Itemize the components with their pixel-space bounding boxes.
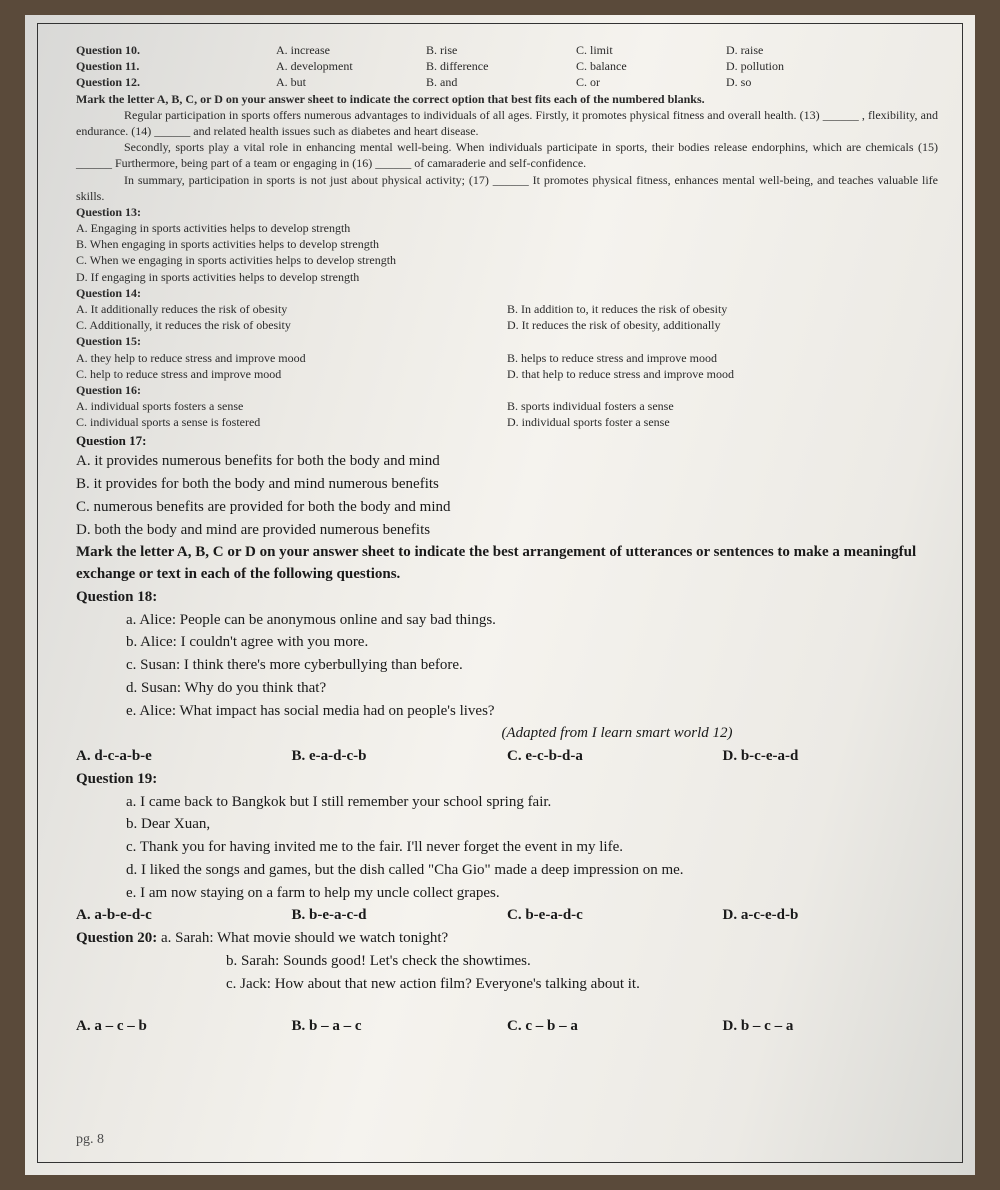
q19-item-a: a. I came back to Bangkok but I still re…	[126, 792, 938, 814]
question-10-row: Question 10. A. increase B. rise C. limi…	[76, 42, 938, 58]
q16-opt-b: B. sports individual fosters a sense	[507, 398, 932, 414]
q20-opt-a: A. a – c – b	[76, 1016, 147, 1038]
document-page: Question 10. A. increase B. rise C. limi…	[25, 15, 975, 1175]
q14-opt-d: D. It reduces the risk of obesity, addit…	[507, 317, 932, 333]
q10-opt-a: A. increase	[276, 42, 426, 58]
q18-item-c: c. Susan: I think there's more cyberbull…	[126, 655, 938, 677]
q20-item-c: c. Jack: How about that new action film?…	[226, 974, 938, 996]
q19-options: A. a-b-e-d-c B. b-e-a-c-d C. b-e-a-d-c D…	[76, 905, 938, 927]
q18-item-a: a. Alice: People can be anonymous online…	[126, 610, 938, 632]
q14-opts: A. It additionally reduces the risk of o…	[76, 301, 938, 333]
top-mcq-block: Question 10. A. increase B. rise C. limi…	[76, 42, 938, 431]
instruction-2: Mark the letter A, B, C or D on your ans…	[76, 542, 938, 586]
q18-opt-d: D. b-c-e-a-d	[723, 746, 799, 768]
q18-items: a. Alice: People can be anonymous online…	[76, 610, 938, 723]
q19-items: a. I came back to Bangkok but I still re…	[76, 792, 938, 905]
q15-opt-a: A. they help to reduce stress and improv…	[76, 350, 501, 366]
q20-options: A. a – c – b B. b – a – c C. c – b – a D…	[76, 1016, 938, 1038]
q18-item-e: e. Alice: What impact has social media h…	[126, 701, 938, 723]
q18-options: A. d-c-a-b-e B. e-a-d-c-b C. e-c-b-d-a D…	[76, 746, 938, 768]
q19-item-b: b. Dear Xuan,	[126, 814, 938, 836]
q19-item-c: c. Thank you for having invited me to th…	[126, 837, 938, 859]
q19-opt-d: D. a-c-e-d-b	[723, 905, 799, 927]
q13-opt-c: C. When we engaging in sports activities…	[76, 252, 938, 268]
q18-opt-c: C. e-c-b-d-a	[507, 746, 583, 768]
q16-opt-d: D. individual sports foster a sense	[507, 414, 932, 430]
q12-opt-a: A. but	[276, 74, 426, 90]
q19-opt-b: B. b-e-a-c-d	[292, 905, 367, 927]
instruction-1: Mark the letter A, B, C, or D on your an…	[76, 91, 938, 107]
q16-opt-a: A. individual sports fosters a sense	[76, 398, 501, 414]
q18-opt-a: A. d-c-a-b-e	[76, 746, 152, 768]
q20-items: b. Sarah: Sounds good! Let's check the s…	[76, 951, 938, 996]
q20-opt-c: C. c – b – a	[507, 1016, 578, 1038]
question-12-row: Question 12. A. but B. and C. or D. so	[76, 74, 938, 90]
q11-opt-a: A. development	[276, 58, 426, 74]
q19-item-e: e. I am now staying on a farm to help my…	[126, 883, 938, 905]
q17-block: Question 17: A. it provides numerous ben…	[76, 432, 938, 1039]
q17-opt-b: B. it provides for both the body and min…	[76, 474, 938, 496]
q19-opt-c: C. b-e-a-d-c	[507, 905, 583, 927]
q20-item-a: a. Sarah: What movie should we watch ton…	[161, 930, 448, 946]
q20-label: Question 20:	[76, 930, 157, 946]
q16-opt-c: C. individual sports a sense is fostered	[76, 414, 501, 430]
page-number: pg. 8	[76, 1132, 104, 1148]
q13-opt-b: B. When engaging in sports activities he…	[76, 236, 938, 252]
q11-label: Question 11.	[76, 58, 276, 74]
q12-opt-b: B. and	[426, 74, 576, 90]
q15-label: Question 15:	[76, 333, 938, 349]
passage-p2: Secondly, sports play a vital role in en…	[76, 139, 938, 171]
q12-opt-d: D. so	[726, 74, 876, 90]
passage-p1: Regular participation in sports offers n…	[76, 107, 938, 139]
passage-p3: In summary, participation in sports is n…	[76, 172, 938, 204]
q11-opt-c: C. balance	[576, 58, 726, 74]
q15-opt-b: B. helps to reduce stress and improve mo…	[507, 350, 932, 366]
question-11-row: Question 11. A. development B. differenc…	[76, 58, 938, 74]
q10-label: Question 10.	[76, 42, 276, 58]
passage-block: Regular participation in sports offers n…	[76, 107, 938, 204]
q20-line-a: Question 20: a. Sarah: What movie should…	[76, 928, 938, 950]
q18-label: Question 18:	[76, 587, 938, 609]
q10-opt-b: B. rise	[426, 42, 576, 58]
q20-item-b: b. Sarah: Sounds good! Let's check the s…	[226, 951, 938, 973]
q18-opt-b: B. e-a-d-c-b	[292, 746, 367, 768]
q15-opts: A. they help to reduce stress and improv…	[76, 350, 938, 382]
q16-label: Question 16:	[76, 382, 938, 398]
q19-opt-a: A. a-b-e-d-c	[76, 905, 152, 927]
q18-item-b: b. Alice: I couldn't agree with you more…	[126, 632, 938, 654]
q18-adapted: (Adapted from I learn smart world 12)	[76, 723, 938, 745]
q14-label: Question 14:	[76, 285, 938, 301]
q19-label: Question 19:	[76, 769, 938, 791]
q13-opt-a: A. Engaging in sports activities helps t…	[76, 220, 938, 236]
q10-opt-d: D. raise	[726, 42, 876, 58]
q14-opt-c: C. Additionally, it reduces the risk of …	[76, 317, 501, 333]
q15-opt-d: D. that help to reduce stress and improv…	[507, 366, 932, 382]
q11-opt-d: D. pollution	[726, 58, 876, 74]
q17-opt-a: A. it provides numerous benefits for bot…	[76, 451, 938, 473]
q14-opt-b: B. In addition to, it reduces the risk o…	[507, 301, 932, 317]
q16-opts: A. individual sports fosters a sense C. …	[76, 398, 938, 430]
q20-opt-d: D. b – c – a	[723, 1016, 794, 1038]
content-frame: Question 10. A. increase B. rise C. limi…	[37, 23, 963, 1163]
q19-item-d: d. I liked the songs and games, but the …	[126, 860, 938, 882]
q11-opt-b: B. difference	[426, 58, 576, 74]
q13-label: Question 13:	[76, 204, 938, 220]
q12-label: Question 12.	[76, 74, 276, 90]
q18-item-d: d. Susan: Why do you think that?	[126, 678, 938, 700]
q17-label: Question 17:	[76, 432, 938, 451]
q13-opt-d: D. If engaging in sports activities help…	[76, 269, 938, 285]
q14-opt-a: A. It additionally reduces the risk of o…	[76, 301, 501, 317]
q17-opt-d: D. both the body and mind are provided n…	[76, 520, 938, 542]
q12-opt-c: C. or	[576, 74, 726, 90]
q10-opt-c: C. limit	[576, 42, 726, 58]
q15-opt-c: C. help to reduce stress and improve moo…	[76, 366, 501, 382]
q17-opt-c: C. numerous benefits are provided for bo…	[76, 497, 938, 519]
q20-opt-b: B. b – a – c	[292, 1016, 362, 1038]
